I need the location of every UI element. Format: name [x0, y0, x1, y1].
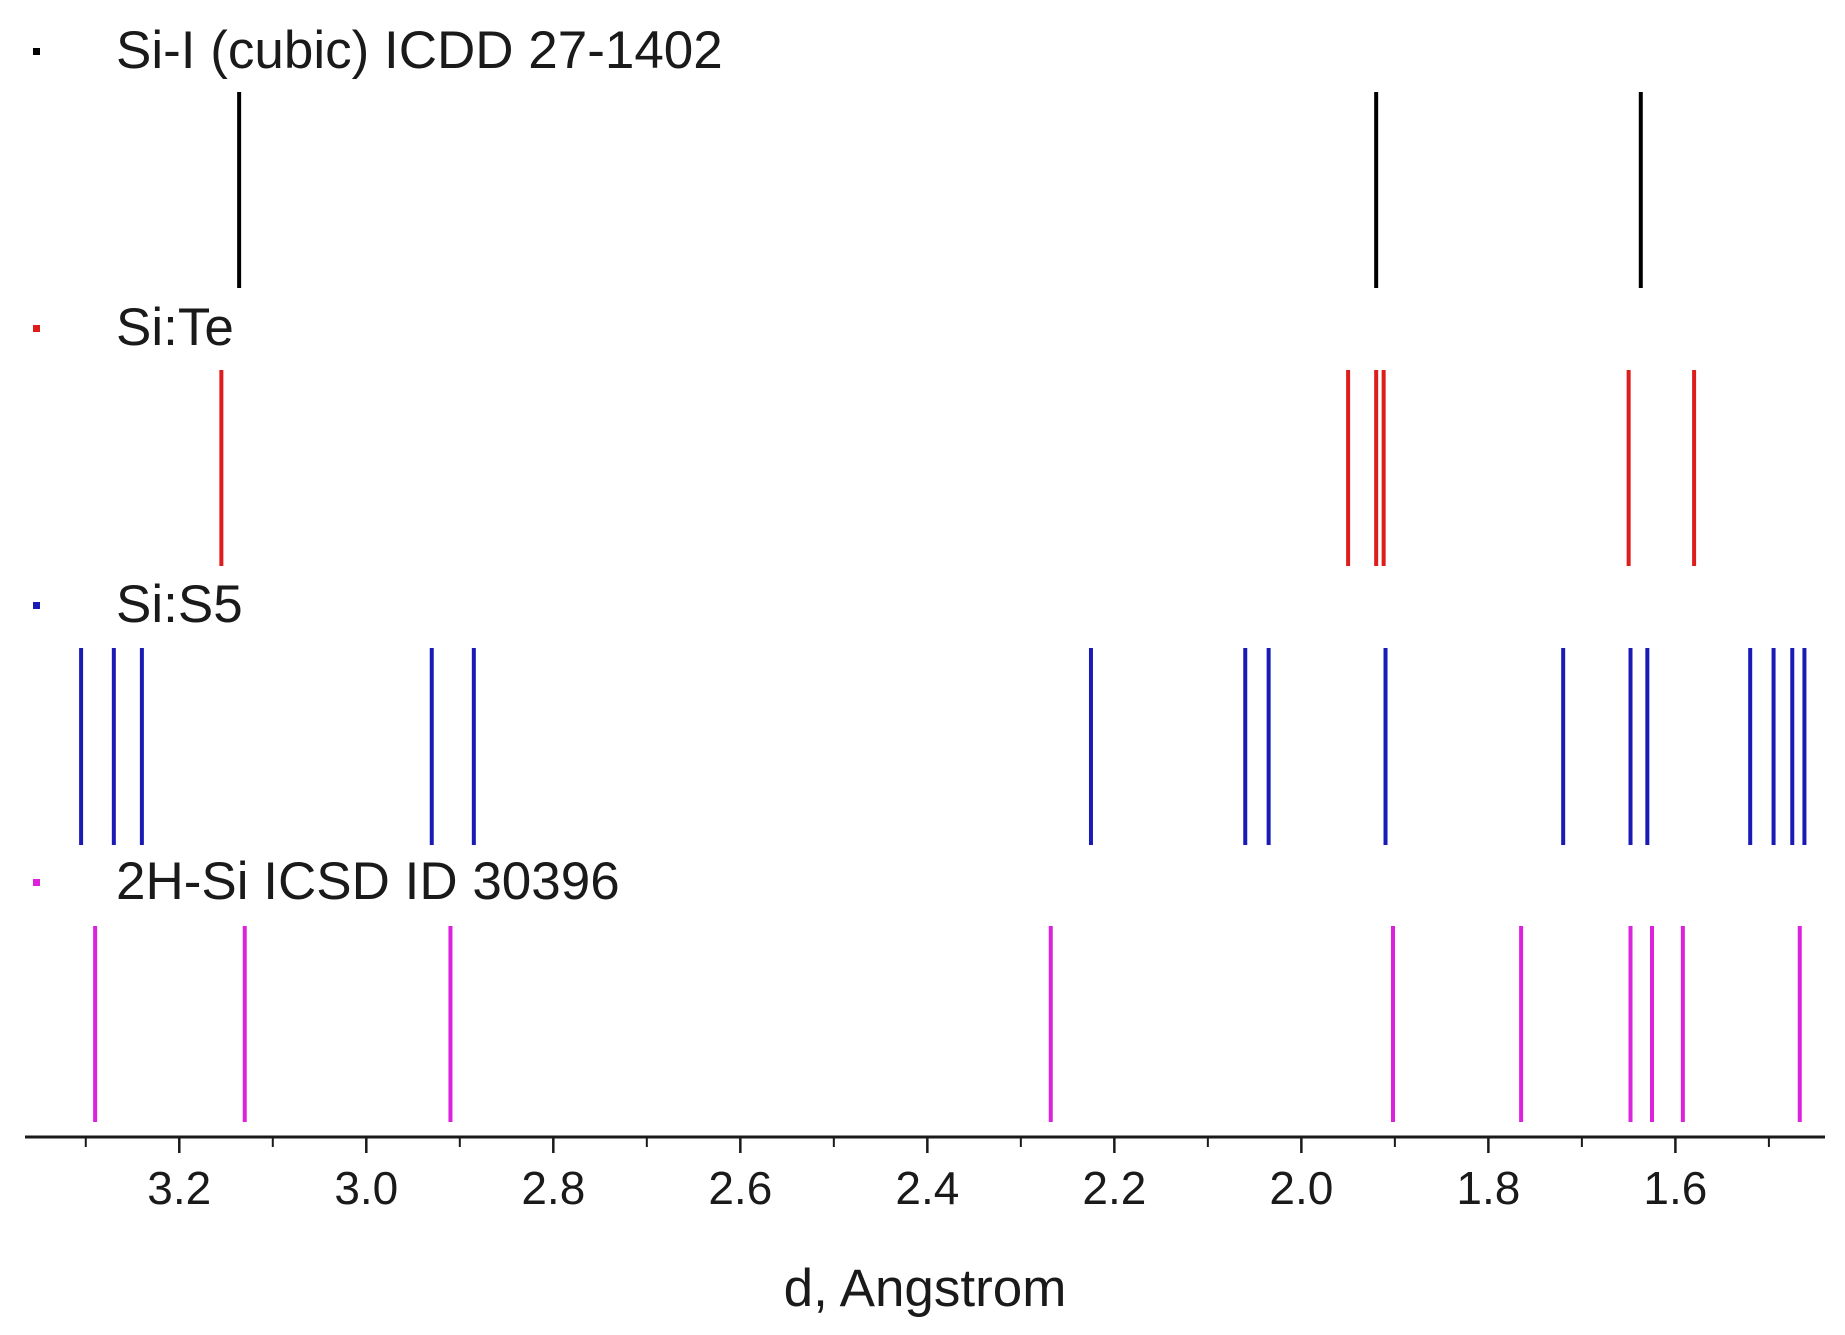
series-label: Si:Te	[116, 298, 234, 357]
tick-label: 1.6	[1643, 1162, 1707, 1214]
series-3: Si:S5	[33, 575, 1807, 845]
series-2: Si:Te	[33, 298, 1697, 566]
series-1: Si-I (cubic) ICDD 27-1402	[33, 21, 1643, 288]
tick-label: 2.4	[895, 1162, 959, 1214]
series-4: 2H-Si ICSD ID 30396	[33, 852, 1802, 1122]
legend-marker	[33, 48, 40, 55]
series-label: Si-I (cubic) ICDD 27-1402	[116, 21, 723, 80]
tick-label: 2.2	[1082, 1162, 1146, 1214]
tick-label: 3.2	[147, 1162, 211, 1214]
legend-marker	[33, 879, 40, 886]
tick-label: 2.8	[521, 1162, 585, 1214]
series-label: Si:S5	[116, 575, 243, 634]
tick-label: 1.8	[1456, 1162, 1520, 1214]
tick-label: 2.0	[1269, 1162, 1333, 1214]
x-axis: 3.2 3.0 2.8 2.6 2.4 2.2 2.0 1.8 1.6	[25, 1135, 1825, 1214]
x-axis-title: d, Angstrom	[784, 1259, 1067, 1318]
legend-marker	[33, 325, 40, 332]
tick-label: 3.0	[334, 1162, 398, 1214]
tick-label: 2.6	[708, 1162, 772, 1214]
series-label: 2H-Si ICSD ID 30396	[116, 852, 620, 911]
series-layer: Si-I (cubic) ICDD 27-1402 Si:Te Si:S5 2H-Si…	[33, 21, 1807, 1122]
legend-marker	[33, 602, 40, 609]
